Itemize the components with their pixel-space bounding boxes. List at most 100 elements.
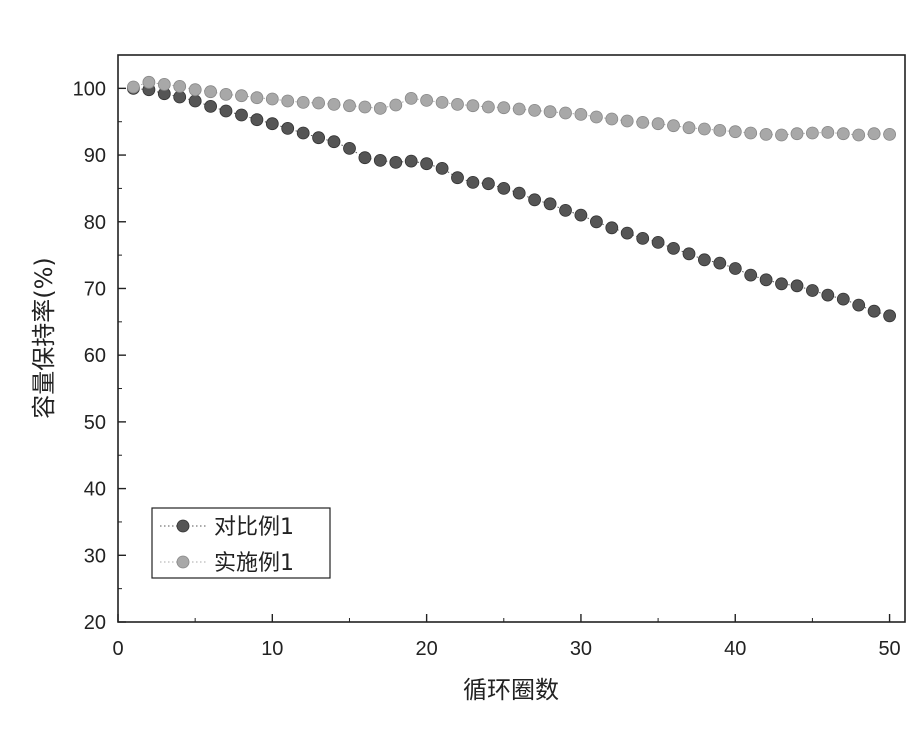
data-point-series-2 — [621, 115, 633, 127]
data-point-series-2 — [344, 100, 356, 112]
data-point-series-2 — [776, 129, 788, 141]
data-point-series-2 — [436, 96, 448, 108]
data-point-series-2 — [698, 123, 710, 135]
data-point-series-2 — [683, 122, 695, 134]
x-axis-title: 循环圈数 — [463, 676, 559, 704]
y-tick-label: 70 — [84, 278, 106, 300]
data-point-series-2 — [837, 128, 849, 140]
series-line-2 — [133, 82, 889, 135]
data-point-series-1 — [853, 299, 865, 311]
data-point-series-1 — [313, 132, 325, 144]
data-point-series-1 — [405, 155, 417, 167]
data-point-series-2 — [544, 106, 556, 118]
data-point-series-2 — [853, 129, 865, 141]
data-point-series-1 — [513, 187, 525, 199]
data-point-series-2 — [452, 98, 464, 110]
data-point-series-2 — [884, 128, 896, 140]
data-point-series-2 — [220, 88, 232, 100]
data-point-series-2 — [868, 128, 880, 140]
data-point-series-2 — [806, 127, 818, 139]
series-layer — [127, 76, 895, 321]
data-point-series-2 — [236, 90, 248, 102]
data-point-series-1 — [729, 263, 741, 275]
data-point-series-1 — [251, 114, 263, 126]
data-point-series-1 — [868, 305, 880, 317]
data-point-series-1 — [837, 293, 849, 305]
data-point-series-1 — [174, 91, 186, 103]
data-point-series-1 — [683, 248, 695, 260]
data-point-series-2 — [266, 93, 278, 105]
x-tick-label: 0 — [112, 638, 123, 660]
data-point-series-1 — [575, 209, 587, 221]
x-tick-label: 50 — [878, 638, 900, 660]
data-point-series-1 — [698, 254, 710, 266]
data-point-series-1 — [760, 274, 772, 286]
data-point-series-2 — [760, 128, 772, 140]
data-point-series-2 — [745, 127, 757, 139]
data-point-series-2 — [174, 80, 186, 92]
data-point-series-2 — [328, 98, 340, 110]
data-point-series-1 — [791, 280, 803, 292]
data-point-series-1 — [220, 105, 232, 117]
data-point-series-1 — [884, 310, 896, 322]
data-point-series-1 — [344, 142, 356, 154]
data-point-series-1 — [652, 236, 664, 248]
data-point-series-1 — [282, 122, 294, 134]
y-tick-label: 90 — [84, 145, 106, 167]
data-point-series-2 — [498, 102, 510, 114]
y-tick-label: 100 — [73, 78, 106, 100]
data-point-series-2 — [652, 118, 664, 130]
x-tick-label: 20 — [416, 638, 438, 660]
data-point-series-1 — [421, 158, 433, 170]
data-point-series-2 — [390, 99, 402, 111]
y-tick-label: 50 — [84, 412, 106, 434]
series-1 — [127, 82, 895, 321]
data-point-series-2 — [791, 128, 803, 140]
data-point-series-1 — [590, 216, 602, 228]
legend-label-series-1: 对比例1 — [214, 515, 294, 540]
data-point-series-1 — [189, 95, 201, 107]
data-point-series-2 — [606, 113, 618, 125]
data-point-series-2 — [467, 100, 479, 112]
data-point-series-1 — [297, 127, 309, 139]
data-point-series-1 — [498, 182, 510, 194]
data-point-series-2 — [405, 92, 417, 104]
data-point-series-1 — [745, 269, 757, 281]
data-point-series-2 — [637, 116, 649, 128]
data-point-series-2 — [590, 111, 602, 123]
data-point-series-1 — [328, 136, 340, 148]
data-point-series-1 — [529, 194, 541, 206]
data-point-series-2 — [374, 102, 386, 114]
data-point-series-1 — [606, 222, 618, 234]
data-point-series-1 — [806, 285, 818, 297]
data-point-series-1 — [668, 242, 680, 254]
y-tick-label: 20 — [84, 612, 106, 634]
data-point-series-2 — [729, 126, 741, 138]
x-tick-label: 40 — [724, 638, 746, 660]
data-point-series-1 — [637, 232, 649, 244]
data-point-series-1 — [374, 154, 386, 166]
data-point-series-1 — [359, 152, 371, 164]
data-point-series-1 — [436, 162, 448, 174]
y-tick-label: 40 — [84, 479, 106, 501]
data-point-series-2 — [313, 97, 325, 109]
series-2 — [127, 76, 895, 141]
data-point-series-1 — [822, 289, 834, 301]
y-tick-label: 30 — [84, 545, 106, 567]
data-point-series-2 — [189, 84, 201, 96]
data-point-series-2 — [143, 76, 155, 88]
y-tick-label: 60 — [84, 345, 106, 367]
data-point-series-2 — [282, 95, 294, 107]
data-point-series-2 — [714, 124, 726, 136]
legend-label-series-2: 实施例1 — [214, 551, 294, 576]
data-point-series-1 — [621, 227, 633, 239]
data-point-series-2 — [560, 107, 572, 119]
data-point-series-2 — [529, 104, 541, 116]
data-point-series-2 — [421, 94, 433, 106]
data-point-series-2 — [575, 108, 587, 120]
legend: 对比例1 实施例1 — [152, 508, 330, 578]
data-point-series-2 — [205, 86, 217, 98]
data-point-series-2 — [297, 96, 309, 108]
data-point-series-1 — [714, 257, 726, 269]
